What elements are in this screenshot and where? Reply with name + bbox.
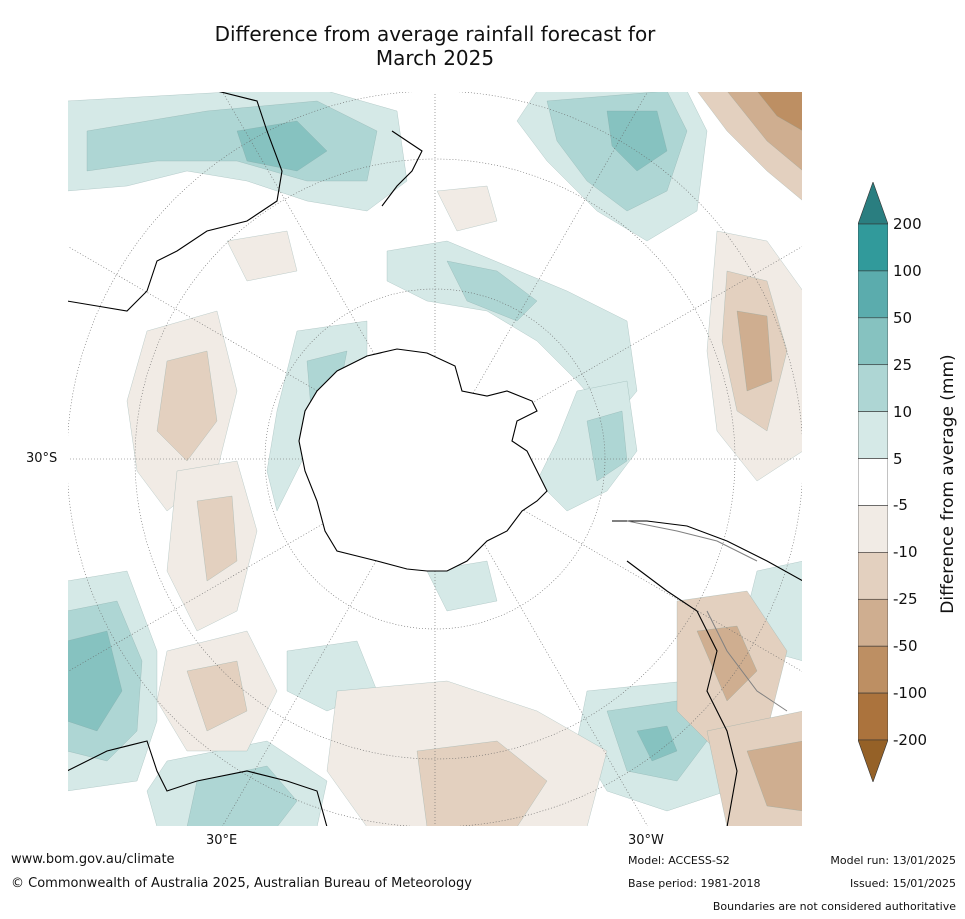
rainfall-anomaly-map bbox=[67, 91, 803, 827]
colorbar-title: Difference from average (mm) bbox=[938, 354, 958, 614]
continent-outline bbox=[67, 91, 803, 827]
colorbar-segment bbox=[857, 505, 889, 553]
longitude-label-west: 30°W bbox=[628, 833, 664, 848]
issued-text: Issued: 15/01/2025 bbox=[849, 877, 956, 890]
colorbar-tick-label: -25 bbox=[893, 590, 918, 609]
colorbar-tick-label: 100 bbox=[893, 261, 922, 280]
national-boundaries bbox=[626, 520, 788, 712]
antarctica-landmass bbox=[298, 348, 548, 572]
latitude-label: 30°S bbox=[26, 451, 58, 466]
disclaimer-text: Boundaries are not considered authoritat… bbox=[712, 900, 956, 913]
colorbar-tick-label: -50 bbox=[893, 637, 918, 656]
colorbar-segment bbox=[857, 598, 889, 647]
map-title: Difference from average rainfall forecas… bbox=[214, 22, 656, 70]
colorbar-segment bbox=[857, 270, 889, 319]
colorbar-tick-label: -5 bbox=[893, 496, 908, 515]
colorbar-tick-label: 50 bbox=[893, 308, 913, 327]
colorbar-tick-label: -200 bbox=[893, 731, 928, 749]
colorbar-extend-min bbox=[857, 739, 889, 783]
rainfall-anomaly-contours bbox=[67, 91, 803, 827]
model-run-text: Model run: 13/01/2025 bbox=[830, 854, 956, 867]
colorbar-tick-label: -10 bbox=[893, 543, 918, 562]
colorbar-tick-label: 200 bbox=[893, 215, 922, 233]
colorbar bbox=[857, 181, 889, 783]
website-link[interactable]: www.bom.gov.au/climate bbox=[11, 852, 175, 867]
colorbar-segment bbox=[857, 552, 889, 600]
colorbar-segment bbox=[857, 364, 889, 412]
colorbar-segment bbox=[857, 692, 889, 741]
base-period-text: Base period: 1981-2018 bbox=[628, 877, 761, 890]
colorbar-extend-max bbox=[857, 181, 889, 225]
colorbar-tick-label: 25 bbox=[893, 355, 913, 374]
colorbar-segment bbox=[857, 317, 889, 366]
colorbar-tick-label: 5 bbox=[893, 449, 903, 468]
copyright-text: © Commonwealth of Australia 2025, Austra… bbox=[11, 876, 472, 891]
longitude-label-east: 30°E bbox=[206, 833, 238, 848]
colorbar-segment bbox=[857, 223, 889, 272]
colorbar-tick-label: -100 bbox=[893, 684, 928, 703]
map-panel[interactable] bbox=[67, 91, 803, 827]
colorbar-segment bbox=[857, 645, 889, 694]
colorbar-segment bbox=[857, 458, 889, 506]
colorbar-tick-label: 10 bbox=[893, 402, 913, 421]
model-text: Model: ACCESS-S2 bbox=[628, 854, 730, 867]
colorbar-segment bbox=[857, 411, 889, 459]
